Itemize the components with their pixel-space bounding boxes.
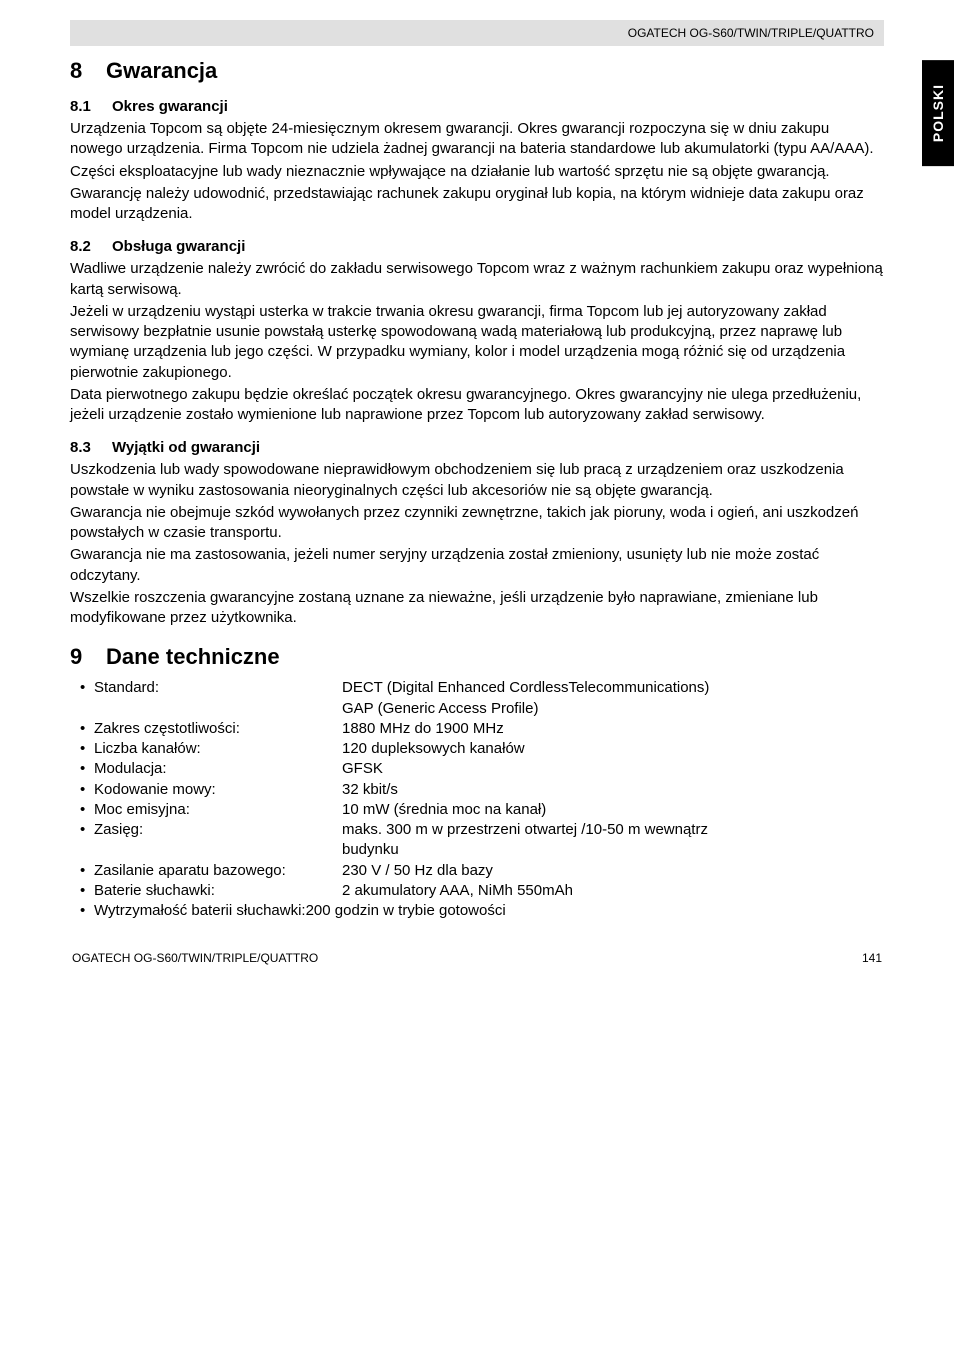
spec-value: 120 dupleksowych kanałów bbox=[342, 739, 884, 759]
specs-list: •Standard:DECT (Digital Enhanced Cordles… bbox=[70, 678, 884, 921]
spec-row: •Baterie słuchawki:2 akumulatory AAA, Ni… bbox=[70, 881, 884, 901]
bullet-icon: • bbox=[70, 719, 94, 739]
bullet-icon: • bbox=[70, 759, 94, 779]
para-8-2-3: Data pierwotnego zakupu będzie określać … bbox=[70, 385, 884, 426]
spec-value: DECT (Digital Enhanced CordlessTelecommu… bbox=[342, 678, 884, 698]
subsection-8-3-title: Wyjątki od gwarancji bbox=[112, 439, 260, 456]
subsection-8-2-heading: 8.2Obsługa gwarancji bbox=[70, 238, 884, 255]
para-8-3-4: Wszelkie roszczenia gwarancyjne zostaną … bbox=[70, 588, 884, 629]
spec-row: •Zakres częstotliwości:1880 MHz do 1900 … bbox=[70, 719, 884, 739]
subsection-8-1-num: 8.1 bbox=[70, 98, 112, 115]
subsection-8-1-heading: 8.1Okres gwarancji bbox=[70, 98, 884, 115]
spec-value-cont: GAP (Generic Access Profile) bbox=[342, 699, 884, 719]
para-8-3-2: Gwarancja nie obejmuje szkód wywołanych … bbox=[70, 503, 884, 544]
header-model: OGATECH OG-S60/TWIN/TRIPLE/QUATTRO bbox=[628, 26, 874, 40]
spec-label: Zasilanie aparatu bazowego: bbox=[94, 861, 342, 881]
para-8-1-1: Urządzenia Topcom są objęte 24-miesięczn… bbox=[70, 119, 884, 160]
spec-value: 32 kbit/s bbox=[342, 780, 884, 800]
spec-row: •Wytrzymałość baterii słuchawki:200 godz… bbox=[70, 901, 884, 921]
footer-left: OGATECH OG-S60/TWIN/TRIPLE/QUATTRO bbox=[72, 951, 318, 965]
para-8-2-2: Jeżeli w urządzeniu wystąpi usterka w tr… bbox=[70, 302, 884, 383]
spec-row: •Standard:DECT (Digital Enhanced Cordles… bbox=[70, 678, 884, 698]
bullet-icon: • bbox=[70, 678, 94, 698]
spec-label: Baterie słuchawki: bbox=[94, 881, 342, 901]
spec-row: •Moc emisyjna:10 mW (średnia moc na kana… bbox=[70, 800, 884, 820]
subsection-8-3-heading: 8.3Wyjątki od gwarancji bbox=[70, 439, 884, 456]
bullet-icon: • bbox=[70, 739, 94, 759]
bullet-icon: • bbox=[70, 901, 94, 921]
para-8-2-1: Wadliwe urządzenie należy zwrócić do zak… bbox=[70, 259, 884, 300]
bullet-icon: • bbox=[70, 820, 94, 840]
para-8-1-3: Gwarancję należy udowodnić, przedstawiaj… bbox=[70, 184, 884, 225]
bullet-icon: • bbox=[70, 780, 94, 800]
spec-label: Kodowanie mowy: bbox=[94, 780, 342, 800]
header-bar: OGATECH OG-S60/TWIN/TRIPLE/QUATTRO bbox=[70, 20, 884, 46]
subsection-8-2-num: 8.2 bbox=[70, 238, 112, 255]
spec-value: 1880 MHz do 1900 MHz bbox=[342, 719, 884, 739]
para-8-3-3: Gwarancja nie ma zastosowania, jeżeli nu… bbox=[70, 545, 884, 586]
subsection-8-3-num: 8.3 bbox=[70, 439, 112, 456]
spec-value: 2 akumulatory AAA, NiMh 550mAh bbox=[342, 881, 884, 901]
page-footer: OGATECH OG-S60/TWIN/TRIPLE/QUATTRO 141 bbox=[70, 951, 884, 965]
spec-value: 230 V / 50 Hz dla bazy bbox=[342, 861, 884, 881]
spec-row-cont: GAP (Generic Access Profile) bbox=[70, 699, 884, 719]
spec-row: •Zasięg: maks. 300 m w przestrzeni otwar… bbox=[70, 820, 884, 840]
section-8-title: Gwarancja bbox=[106, 58, 217, 83]
para-8-3-1: Uszkodzenia lub wady spowodowane niepraw… bbox=[70, 460, 884, 501]
section-9-num: 9 bbox=[70, 644, 106, 670]
section-9-title: Dane techniczne bbox=[106, 644, 280, 669]
spec-row: •Liczba kanałów:120 dupleksowych kanałów bbox=[70, 739, 884, 759]
spec-value-cont: budynku bbox=[342, 840, 884, 860]
spec-row-cont: budynku bbox=[70, 840, 884, 860]
spec-row: •Modulacja:GFSK bbox=[70, 759, 884, 779]
spec-label: Standard: bbox=[94, 678, 342, 698]
spec-row: •Zasilanie aparatu bazowego:230 V / 50 H… bbox=[70, 861, 884, 881]
page-content: OGATECH OG-S60/TWIN/TRIPLE/QUATTRO 8Gwar… bbox=[0, 0, 954, 985]
spec-value: GFSK bbox=[342, 759, 884, 779]
spec-row: •Kodowanie mowy:32 kbit/s bbox=[70, 780, 884, 800]
spec-label: Moc emisyjna: bbox=[94, 800, 342, 820]
spec-label: Zakres częstotliwości: bbox=[94, 719, 342, 739]
spec-label: Zasięg: bbox=[94, 820, 342, 840]
subsection-8-1-title: Okres gwarancji bbox=[112, 98, 228, 115]
section-8-heading: 8Gwarancja bbox=[70, 58, 884, 84]
spec-value: 10 mW (średnia moc na kanał) bbox=[342, 800, 884, 820]
spec-label: Modulacja: bbox=[94, 759, 342, 779]
section-8-num: 8 bbox=[70, 58, 106, 84]
footer-page-number: 141 bbox=[862, 951, 882, 965]
subsection-8-2-title: Obsługa gwarancji bbox=[112, 238, 245, 255]
para-8-1-2: Części eksploatacyjne lub wady nieznaczn… bbox=[70, 162, 884, 182]
section-9-heading: 9Dane techniczne bbox=[70, 644, 884, 670]
bullet-icon: • bbox=[70, 881, 94, 901]
spec-label: Liczba kanałów: bbox=[94, 739, 342, 759]
spec-value: maks. 300 m w przestrzeni otwartej /10-5… bbox=[342, 820, 884, 840]
spec-label-inline: Wytrzymałość baterii słuchawki:200 godzi… bbox=[94, 901, 506, 921]
bullet-icon: • bbox=[70, 861, 94, 881]
bullet-icon: • bbox=[70, 800, 94, 820]
